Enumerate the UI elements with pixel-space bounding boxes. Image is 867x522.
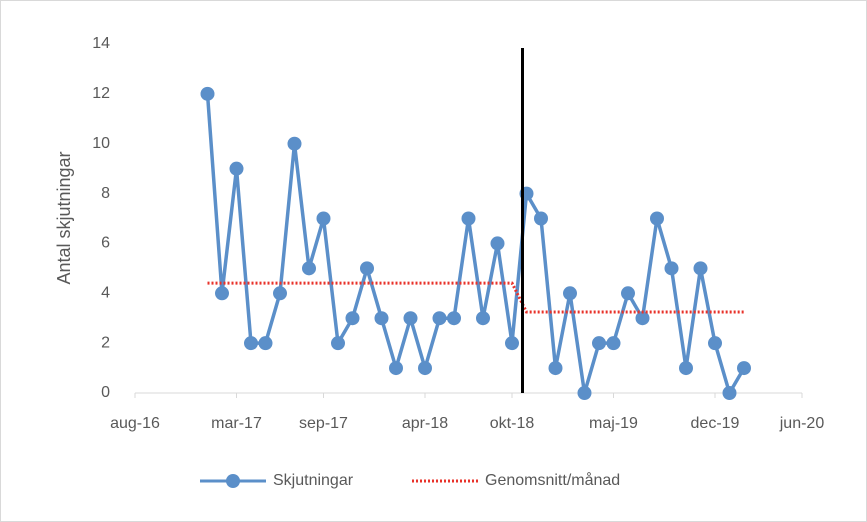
data-point (592, 336, 606, 351)
x-tick-label: maj-19 (589, 415, 638, 432)
data-point (331, 336, 345, 351)
data-point (461, 211, 476, 226)
data-point (447, 311, 461, 326)
data-point (403, 311, 418, 326)
data-point (258, 336, 273, 351)
data-point (273, 286, 287, 301)
x-tick-label: mar-17 (211, 415, 262, 432)
y-tick-label: 2 (101, 334, 110, 351)
series-line (207, 281, 744, 314)
x-tick-label: jun-20 (779, 415, 825, 432)
data-point (737, 361, 751, 376)
y-tick-label: 10 (92, 135, 110, 152)
series-line (205, 93, 746, 398)
data-point (244, 336, 258, 351)
data-point (635, 311, 650, 326)
legend-marker (226, 474, 240, 488)
data-point (563, 286, 577, 301)
data-point (650, 211, 664, 226)
y-tick-label: 4 (101, 285, 110, 302)
y-tick-label: 8 (101, 185, 110, 202)
data-point (679, 361, 693, 376)
legend-label: Genomsnitt/månad (485, 471, 620, 489)
y-tick-label: 0 (101, 384, 110, 401)
data-point (621, 286, 635, 301)
data-point (432, 311, 447, 326)
data-point (345, 311, 360, 326)
data-point (505, 336, 519, 351)
data-point (418, 361, 432, 376)
x-tick-label: sep-17 (299, 415, 348, 432)
data-point (722, 386, 737, 400)
data-point (374, 311, 389, 326)
data-point (215, 286, 229, 301)
x-tick-label: aug-16 (110, 415, 160, 432)
data-point (302, 261, 316, 276)
data-point (548, 361, 563, 376)
data-point (534, 211, 548, 226)
data-point (200, 86, 215, 101)
y-tick-label: 6 (101, 235, 110, 252)
y-axis-label: Antal skjutningar (54, 151, 74, 284)
data-point (490, 236, 505, 251)
data-point (708, 336, 722, 351)
data-point (389, 361, 403, 376)
data-point (360, 261, 374, 276)
data-point (316, 211, 331, 226)
x-tick-label: okt-18 (490, 415, 535, 432)
x-tick-label: apr-18 (402, 415, 448, 432)
data-point (287, 136, 302, 151)
data-point (229, 161, 244, 176)
data-point (606, 336, 621, 351)
legend-label: Skjutningar (273, 472, 354, 489)
data-point (693, 261, 708, 276)
data-point (476, 311, 490, 326)
x-tick-label: dec-19 (691, 415, 740, 432)
y-tick-label: 14 (92, 35, 110, 52)
y-tick-label: 12 (92, 85, 110, 102)
data-point (664, 261, 679, 276)
data-point (577, 386, 592, 400)
